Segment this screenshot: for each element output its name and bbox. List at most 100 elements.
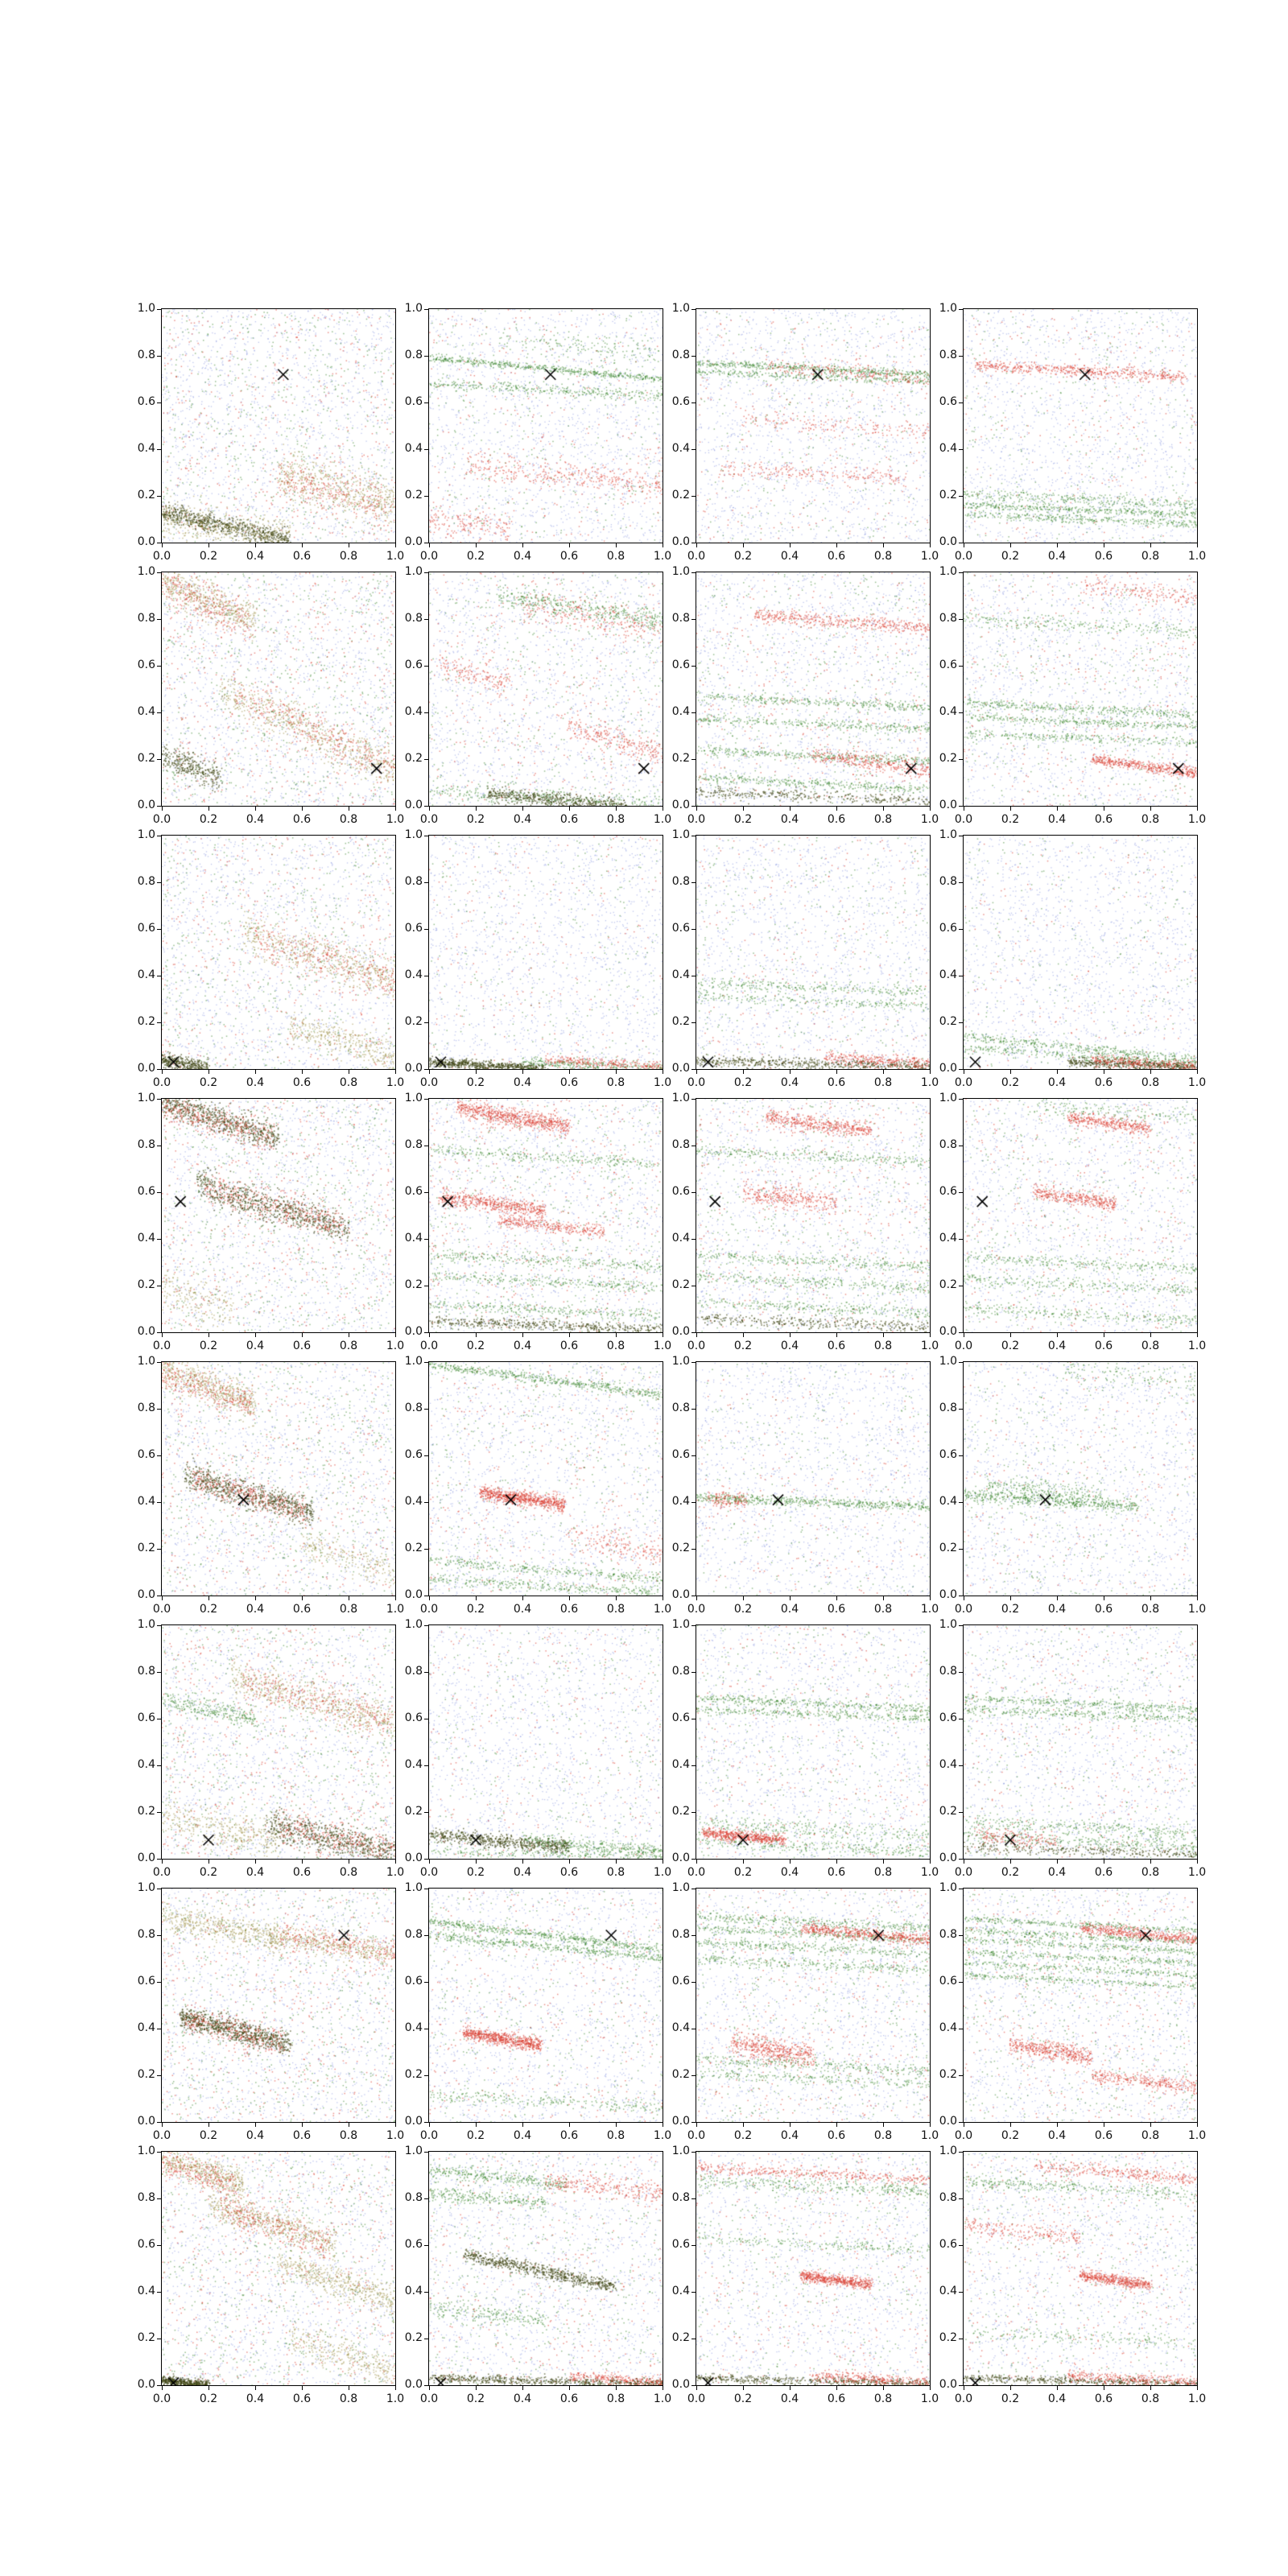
y-tick [157, 448, 161, 450]
x-tick [882, 2123, 884, 2127]
x-tick-label: 0.4 [246, 1340, 265, 1352]
x-tick [394, 2123, 396, 2127]
y-tick [691, 881, 696, 883]
y-tick-label: 1.0 [404, 1618, 423, 1631]
y-tick [424, 1624, 428, 1626]
y-tick-label: 0.6 [404, 1975, 423, 1988]
y-tick [424, 1191, 428, 1193]
y-tick [691, 618, 696, 620]
subplot-r7c4: 0.0 0.0 0.2 0.2 0.4 0.4 0.6 0.6 0.8 0.8 1.0 1.0 [939, 1881, 1206, 2142]
x-tick-label: 0.2 [199, 1076, 218, 1089]
y-tick-label: 1.0 [137, 1881, 155, 1894]
x-tick [1009, 1070, 1011, 1074]
x-tick-label: 0.2 [466, 1866, 485, 1879]
x-tick [568, 2123, 570, 2127]
x-tick-label: 0.0 [954, 550, 973, 563]
y-tick [691, 1191, 696, 1193]
scatter-canvas [696, 572, 930, 806]
y-tick [157, 665, 161, 667]
x-tick-label: 1.0 [386, 1076, 405, 1089]
x-tick [1056, 543, 1058, 547]
y-tick [959, 758, 963, 760]
y-tick-label: 0.6 [671, 922, 690, 935]
y-tick [157, 1238, 161, 1240]
plot-area: 0.0 0.0 0.2 0.2 0.4 0.4 0.6 0.6 0.8 0.8 1.0 1.0 [939, 565, 1206, 826]
x-tick-label: 1.0 [920, 550, 939, 563]
y-tick-label: 0.0 [137, 535, 155, 548]
x-tick [161, 1333, 163, 1337]
x-tick-label: 0.0 [152, 813, 171, 826]
y-tick [424, 1068, 428, 1070]
y-tick-label: 1.0 [939, 565, 957, 578]
y-tick [959, 1501, 963, 1503]
y-tick [157, 1408, 161, 1410]
x-tick-label: 1.0 [1187, 813, 1207, 826]
y-tick [424, 1408, 428, 1410]
y-tick [157, 572, 161, 573]
x-tick-label: 0.0 [419, 1866, 439, 1879]
x-tick-label: 0.2 [1001, 1340, 1020, 1352]
x-tick-label: 0.6 [559, 813, 579, 826]
y-tick [959, 712, 963, 713]
x-tick [742, 807, 744, 811]
x-tick-label: 0.8 [606, 2129, 625, 2142]
subplot-r5c2: 0.0 0.0 0.2 0.2 0.4 0.4 0.6 0.6 0.8 0.8 1.0 1.0 [405, 1355, 671, 1616]
x-tick-label: 0.6 [292, 1866, 312, 1879]
y-tick [157, 1022, 161, 1023]
y-tick-label: 0.0 [404, 799, 423, 811]
x-tick-label: 0.4 [780, 1076, 799, 1089]
x-tick-label: 0.0 [419, 1340, 439, 1352]
x-tick-label: 0.2 [199, 550, 218, 563]
x-tick [522, 1070, 523, 1074]
y-tick-label: 0.4 [671, 442, 690, 455]
y-tick [691, 1022, 696, 1023]
subplot-r6c2: 0.0 0.0 0.2 0.2 0.4 0.4 0.6 0.6 0.8 0.8 1.0 1.0 [405, 1618, 671, 1879]
y-tick-label: 0.2 [671, 489, 690, 502]
x-tick-label: 0.0 [687, 1076, 706, 1089]
y-tick-label: 0.8 [939, 1928, 957, 1941]
x-tick-label: 0.6 [1094, 1603, 1113, 1616]
y-tick-label: 0.0 [404, 2378, 423, 2391]
y-tick-label: 0.6 [939, 2238, 957, 2251]
x-tick [882, 1333, 884, 1337]
x-tick-label: 0.0 [954, 813, 973, 826]
x-tick [475, 1596, 477, 1600]
x-tick-label: 0.0 [687, 550, 706, 563]
x-tick [742, 1596, 744, 1600]
y-tick [424, 572, 428, 573]
x-tick-label: 0.8 [1141, 1076, 1160, 1089]
y-tick-label: 0.8 [137, 1138, 155, 1151]
y-tick-label: 0.0 [137, 1588, 155, 1601]
x-tick-label: 0.8 [1141, 1340, 1160, 1352]
x-tick-label: 0.4 [246, 2392, 265, 2405]
y-tick-label: 0.6 [671, 658, 690, 671]
y-tick-label: 0.2 [137, 1542, 155, 1554]
y-tick-label: 0.8 [404, 1928, 423, 1941]
y-tick-label: 0.4 [671, 2285, 690, 2297]
x-tick-label: 0.0 [419, 813, 439, 826]
y-tick-label: 0.4 [404, 1232, 423, 1245]
x-tick [615, 1070, 617, 1074]
x-tick-label: 0.0 [687, 1866, 706, 1879]
y-tick [424, 308, 428, 310]
y-tick [959, 1981, 963, 1983]
y-tick [157, 1671, 161, 1673]
y-tick-label: 0.6 [939, 658, 957, 671]
x-tick-label: 0.0 [687, 2392, 706, 2405]
y-tick [959, 1022, 963, 1023]
x-tick [929, 807, 931, 811]
x-tick-label: 0.0 [419, 1076, 439, 1089]
x-tick-label: 0.6 [292, 2129, 312, 2142]
x-tick [696, 1596, 697, 1600]
x-tick-label: 0.4 [246, 2129, 265, 2142]
y-tick [691, 1934, 696, 1936]
y-tick-label: 0.2 [137, 2068, 155, 2081]
x-tick-label: 0.8 [606, 1866, 625, 1879]
y-tick-label: 0.2 [137, 1805, 155, 1818]
y-tick [959, 881, 963, 883]
x-tick [254, 2123, 256, 2127]
y-tick-label: 0.2 [404, 2068, 423, 2081]
x-tick [161, 2123, 163, 2127]
x-tick-label: 0.2 [199, 2129, 218, 2142]
x-tick [882, 1596, 884, 1600]
